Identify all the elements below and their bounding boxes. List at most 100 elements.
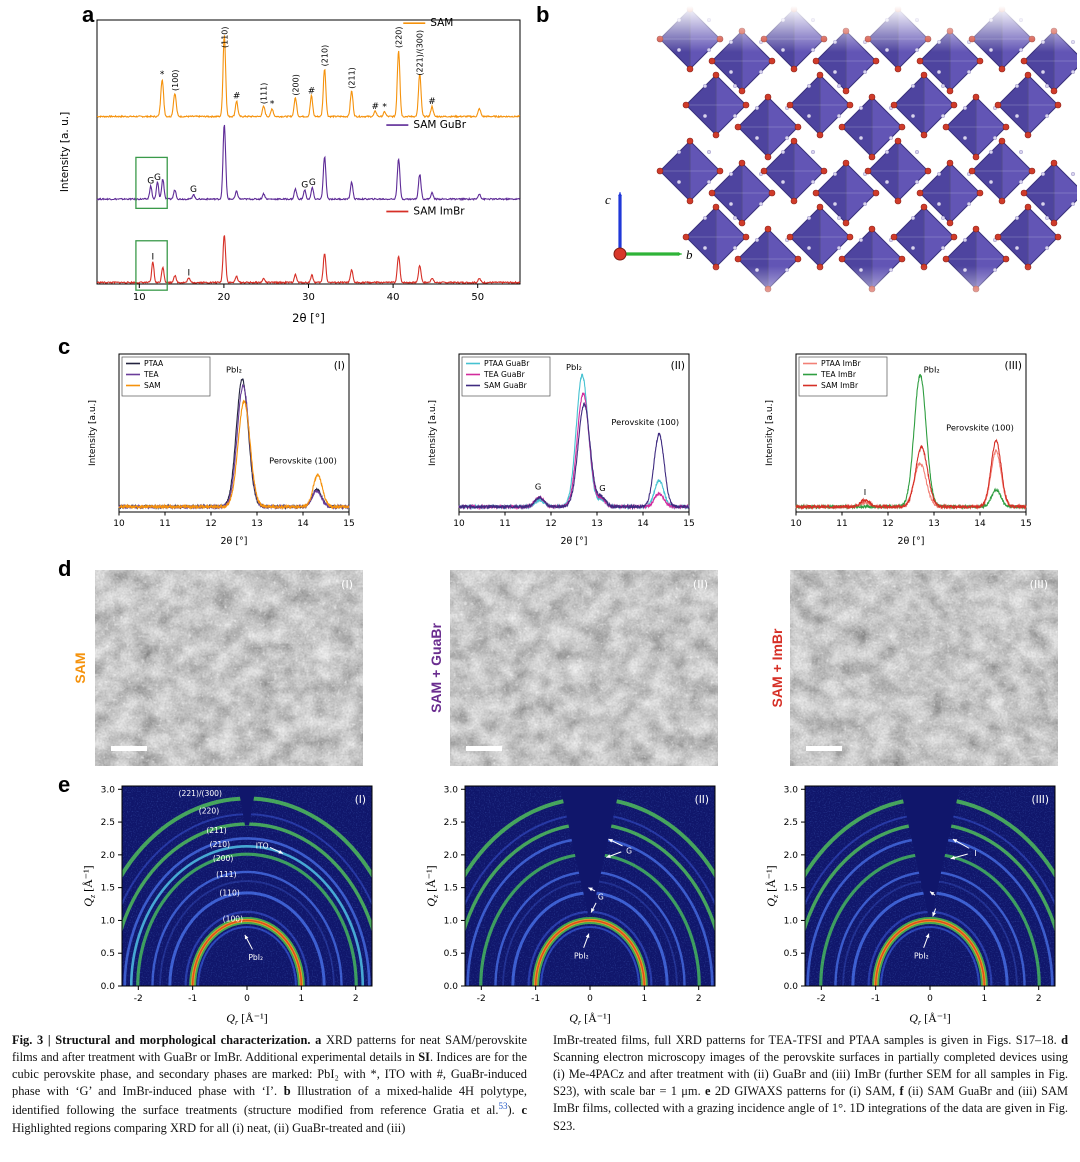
svg-text:Intensity [a.u.]: Intensity [a.u.] xyxy=(765,400,775,466)
svg-text:-2: -2 xyxy=(477,994,486,1004)
svg-text:(II): (II) xyxy=(695,794,709,806)
svg-text:Qr [Å⁻¹]: Qr [Å⁻¹] xyxy=(569,1011,610,1027)
svg-text:2: 2 xyxy=(696,994,702,1004)
caption-segment: Highlighted regions comparing XRD for al… xyxy=(12,1120,406,1135)
caption-segment: c xyxy=(521,1103,528,1118)
svg-text:#: # xyxy=(233,92,241,102)
svg-text:1.0: 1.0 xyxy=(784,916,799,926)
caption-left-column: Fig. 3 | Structural and morphological ch… xyxy=(12,1032,527,1137)
svg-text:11: 11 xyxy=(159,519,170,529)
svg-text:11: 11 xyxy=(836,519,847,529)
panel-e-label: e xyxy=(58,772,71,797)
figure-caption: Fig. 3 | Structural and morphological ch… xyxy=(12,1032,1068,1137)
giwaxs-plot-svg: I PbI₂ (III) -2 -1 0 1 2 0.0 0.5 1.0 1.5 2.0 2.5 3.0 Qr… xyxy=(764,785,1056,1027)
caption-segment: ImBr-treated films, full XRD patterns fo… xyxy=(553,1033,1062,1047)
svg-text:Perovskite (100): Perovskite (100) xyxy=(946,422,1014,432)
svg-text:3.0: 3.0 xyxy=(444,785,459,795)
svg-text:15: 15 xyxy=(683,519,694,529)
svg-text:PbI₂: PbI₂ xyxy=(248,953,263,962)
caption-segment: (ii) SAM GuaBr and (iii) SAM ImBr films,… xyxy=(553,1084,1068,1133)
sem-side-label-sam-guabr: SAM + GuaBr xyxy=(428,623,444,713)
xrd-zoom-plot-svg: 10 11 12 13 14 15 2θ [°] Intensity [a.u.] PTAA G… xyxy=(428,353,695,547)
svg-text:40: 40 xyxy=(387,292,400,303)
caption-segment: f xyxy=(899,1084,904,1099)
svg-text:TEA ImBr: TEA ImBr xyxy=(820,370,857,379)
svg-text:13: 13 xyxy=(591,519,602,529)
svg-text:I: I xyxy=(975,849,977,858)
svg-text:30: 30 xyxy=(302,292,315,303)
svg-text:G: G xyxy=(301,181,308,191)
caption-segment: a xyxy=(315,1033,322,1047)
svg-text:12: 12 xyxy=(545,519,556,529)
svg-text:0.0: 0.0 xyxy=(101,982,116,992)
svg-text:(210): (210) xyxy=(210,840,230,849)
svg-text:2θ [°]: 2θ [°] xyxy=(897,536,924,547)
svg-text:(200): (200) xyxy=(213,854,233,863)
svg-text:G: G xyxy=(535,482,541,492)
caption-segment: SI xyxy=(418,1050,430,1065)
sem-image-sam: (I) xyxy=(95,570,363,770)
caption-segment: b xyxy=(283,1084,291,1099)
xrd-zoom-plot-svg: 10 11 12 13 14 15 2θ [°] Intensity [a.u.] PTAA TE… xyxy=(88,353,355,547)
svg-text:PbI₂: PbI₂ xyxy=(924,364,940,374)
svg-text:SAM ImBr: SAM ImBr xyxy=(413,206,465,218)
citation-ref[interactable]: 53 xyxy=(498,1101,508,1112)
svg-text:(III): (III) xyxy=(1032,794,1049,806)
svg-text:0.0: 0.0 xyxy=(784,982,799,992)
caption-segment: ). xyxy=(507,1103,522,1118)
giwaxs-chart-sam: (221)/(300) (220) (211) (210) (200) (111) (110… xyxy=(80,780,380,1032)
svg-text:(110): (110) xyxy=(219,889,239,898)
svg-text:SAM: SAM xyxy=(430,17,453,29)
svg-text:G: G xyxy=(599,483,605,493)
svg-text:(100): (100) xyxy=(223,915,243,924)
sem-image-sam-guabr: (II) xyxy=(450,570,718,770)
svg-text:(220): (220) xyxy=(199,807,219,816)
sem-side-label-sam: SAM xyxy=(72,652,88,684)
svg-text:PTAA: PTAA xyxy=(144,359,164,368)
svg-text:Qz [Å⁻¹]: Qz [Å⁻¹] xyxy=(424,865,440,906)
svg-text:G: G xyxy=(154,173,161,183)
caption-segment: Scanning electron microscopy images of t… xyxy=(553,1050,1068,1099)
svg-text:12: 12 xyxy=(205,519,216,529)
svg-text:(221)/(300): (221)/(300) xyxy=(179,789,222,798)
svg-text:(I): (I) xyxy=(341,578,353,591)
svg-text:G: G xyxy=(626,847,632,856)
svg-text:15: 15 xyxy=(343,519,354,529)
svg-text:0.5: 0.5 xyxy=(101,949,115,959)
svg-text:PTAA GuaBr: PTAA GuaBr xyxy=(484,359,530,368)
panel-c-chart-guabr: 10 11 12 13 14 15 2θ [°] Intensity [a.u.] PTAA G… xyxy=(425,346,697,552)
svg-text:2.5: 2.5 xyxy=(444,818,458,828)
svg-text:Perovskite (100): Perovskite (100) xyxy=(611,417,679,427)
svg-text:-1: -1 xyxy=(188,994,197,1004)
svg-text:0.5: 0.5 xyxy=(444,949,458,959)
svg-text:3.0: 3.0 xyxy=(101,785,116,795)
svg-text:2θ [°]: 2θ [°] xyxy=(220,536,247,547)
svg-text:Intensity [a. u.]: Intensity [a. u.] xyxy=(59,112,71,192)
svg-text:TEA: TEA xyxy=(143,370,159,379)
svg-text:0: 0 xyxy=(244,994,250,1004)
svg-text:20: 20 xyxy=(218,292,231,303)
svg-text:14: 14 xyxy=(974,519,986,529)
svg-text:13: 13 xyxy=(251,519,262,529)
caption-segment: Fig. 3 | Structural and morphological ch… xyxy=(12,1033,316,1047)
svg-text:2: 2 xyxy=(1036,994,1042,1004)
caption-segment: 2D GIWAXS patterns for (i) SAM, xyxy=(710,1084,900,1099)
svg-text:Perovskite (100): Perovskite (100) xyxy=(269,455,337,465)
svg-text:14: 14 xyxy=(297,519,309,529)
svg-text:(I): (I) xyxy=(355,794,366,806)
svg-text:2.5: 2.5 xyxy=(101,818,115,828)
svg-text:(211): (211) xyxy=(348,67,357,89)
svg-text:c: c xyxy=(605,192,611,207)
svg-text:(100): (100) xyxy=(171,70,180,92)
svg-text:(110): (110) xyxy=(220,26,229,48)
svg-text:I: I xyxy=(152,252,155,262)
svg-text:-1: -1 xyxy=(531,994,540,1004)
giwaxs-chart-sam-guabr: G G PbI₂ (II) -2 -1 0 1 2 0.0 0.5 1.0 1.5 2.0 2.5 3.0 Qr… xyxy=(423,780,723,1032)
svg-text:1: 1 xyxy=(641,994,647,1004)
svg-text:b: b xyxy=(686,247,693,262)
svg-text:SAM GuBr: SAM GuBr xyxy=(413,119,466,131)
giwaxs-plot-svg: G G PbI₂ (II) -2 -1 0 1 2 0.0 0.5 1.0 1.5 2.0 2.5 3.0 Qr… xyxy=(424,785,716,1027)
svg-text:14: 14 xyxy=(637,519,649,529)
crystal-structure-svg: cb xyxy=(605,5,1080,318)
